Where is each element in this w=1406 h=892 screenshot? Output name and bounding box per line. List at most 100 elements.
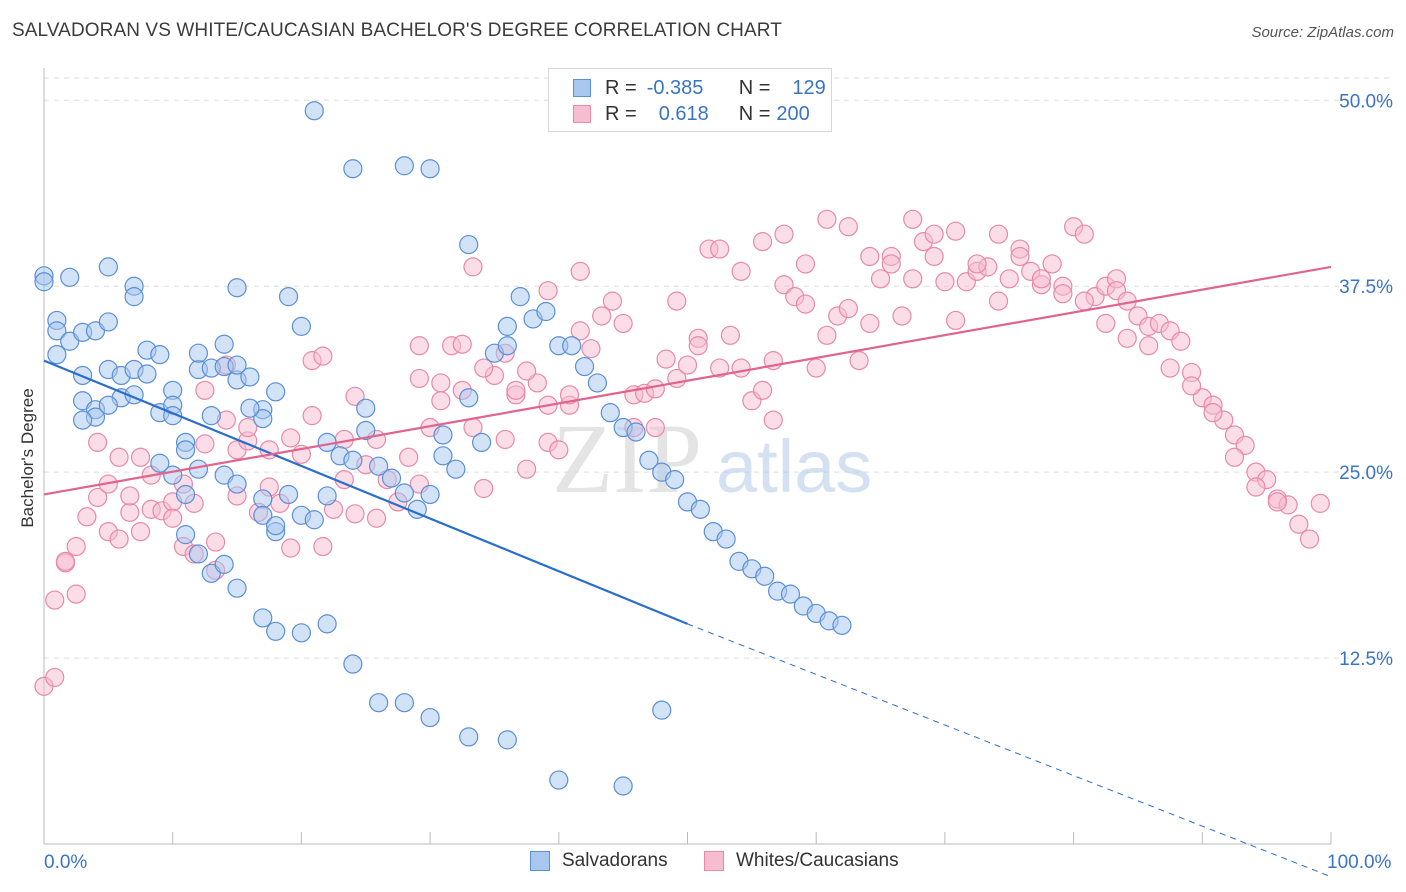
salvadorans-point	[471, 432, 492, 453]
whites-point	[924, 224, 944, 244]
r-label: R =	[605, 76, 637, 99]
salvadorans-point	[459, 727, 479, 747]
whites-trend-line	[43, 265, 1332, 496]
salvadorans-point	[446, 459, 466, 479]
salvadorans-point	[214, 554, 234, 574]
whites-point	[130, 522, 151, 542]
whites-point	[903, 269, 923, 289]
salvadorans-point	[343, 159, 363, 179]
r-label: R =	[605, 102, 637, 125]
whites-point	[817, 325, 837, 345]
legend-label-whites: Whites/Caucasians	[736, 850, 899, 871]
whites-point	[163, 508, 183, 528]
r-value: 0.618	[658, 102, 709, 125]
salvadorans-point	[639, 450, 659, 470]
salvadorans-point	[690, 499, 710, 519]
salvadorans-point	[652, 700, 672, 720]
salvadorans-point	[253, 608, 273, 628]
salvadorans-point	[381, 468, 402, 488]
whites-point	[795, 254, 816, 274]
salvadorans-point	[214, 334, 234, 354]
whites-point	[313, 536, 333, 557]
whites-point	[409, 368, 429, 389]
whites-point	[1181, 376, 1202, 396]
whites-point	[935, 272, 955, 292]
whites-point	[677, 355, 698, 375]
salvadorans-point	[497, 336, 517, 356]
salvadorans-point	[549, 770, 569, 790]
r-value: -0.385	[646, 76, 704, 99]
salvadorans-point	[291, 623, 311, 643]
whites-point	[1224, 447, 1245, 467]
salvadorans-point	[356, 420, 376, 441]
whites-point	[195, 434, 215, 454]
n-value: 129	[792, 76, 826, 99]
whites-point	[581, 339, 601, 359]
whites-point	[431, 391, 451, 411]
legend-item-salvadorans: Salvadorans	[530, 850, 668, 872]
n-label: N =	[738, 102, 771, 125]
whites-point	[1139, 336, 1159, 356]
whites-point	[130, 447, 151, 467]
whites-point	[109, 529, 129, 549]
whites-point	[77, 507, 97, 527]
salvadorans-point	[137, 364, 157, 384]
salvadorans-point	[253, 489, 273, 509]
salvadorans-point	[266, 516, 286, 536]
whites-point	[1117, 328, 1137, 348]
whites-point	[763, 410, 783, 430]
whites-point	[238, 417, 258, 438]
whites-point	[109, 447, 129, 467]
axes	[43, 68, 1332, 845]
whites-point	[313, 346, 333, 366]
salvadorans-point	[716, 529, 736, 549]
whites-point	[517, 361, 537, 381]
whites-point	[431, 373, 451, 393]
whites-point	[452, 334, 472, 354]
salvadorans-point	[291, 316, 311, 336]
whites-point	[1310, 493, 1330, 513]
salvadorans-points	[34, 101, 852, 796]
whites-point	[45, 590, 65, 610]
legend-swatch-blue	[530, 851, 550, 871]
salvadorans-point	[175, 484, 196, 505]
salvadorans-point	[201, 406, 221, 426]
whites-point	[1160, 358, 1180, 378]
salvadorans-point	[613, 776, 633, 796]
whites-point	[688, 336, 708, 356]
whites-point	[1246, 477, 1266, 497]
whites-point	[752, 380, 773, 400]
salvadorans-point	[317, 486, 337, 506]
legend-swatch-blue	[573, 79, 591, 97]
y-tick-labels: 12.5% 25.0% 37.5% 50.0%	[1339, 91, 1393, 670]
salvadorans-point	[459, 388, 479, 408]
whites-point	[120, 486, 140, 506]
y-tick-label: 50.0%	[1339, 91, 1393, 112]
series-legend: Salvadorans Whites/Caucasians	[0, 850, 1406, 878]
whites-point	[645, 379, 665, 399]
whites-point	[570, 321, 590, 341]
whites-point	[838, 298, 858, 319]
salvadorans-point	[266, 621, 286, 641]
whites-point	[988, 224, 1009, 244]
salvadorans-point	[253, 505, 273, 525]
whites-point	[1289, 514, 1309, 534]
salvadorans-point	[175, 525, 196, 545]
salvadorans-point	[369, 693, 389, 713]
salvadorans-trend-line	[43, 359, 688, 625]
salvadorans-point	[227, 355, 247, 375]
salvadorans-point	[574, 356, 595, 377]
salvadorans-point	[394, 483, 414, 503]
whites-point	[849, 351, 869, 371]
salvadorans-point	[98, 312, 118, 332]
salvadorans-point	[278, 484, 299, 505]
whites-point	[1299, 529, 1320, 549]
whites-point	[999, 269, 1019, 289]
salvadorans-point	[665, 469, 685, 490]
y-tick-label: 12.5%	[1339, 649, 1393, 670]
whites-point	[731, 261, 751, 281]
salvadorans-point	[150, 453, 170, 473]
whites-point	[463, 257, 483, 277]
whites-point	[1267, 492, 1287, 512]
